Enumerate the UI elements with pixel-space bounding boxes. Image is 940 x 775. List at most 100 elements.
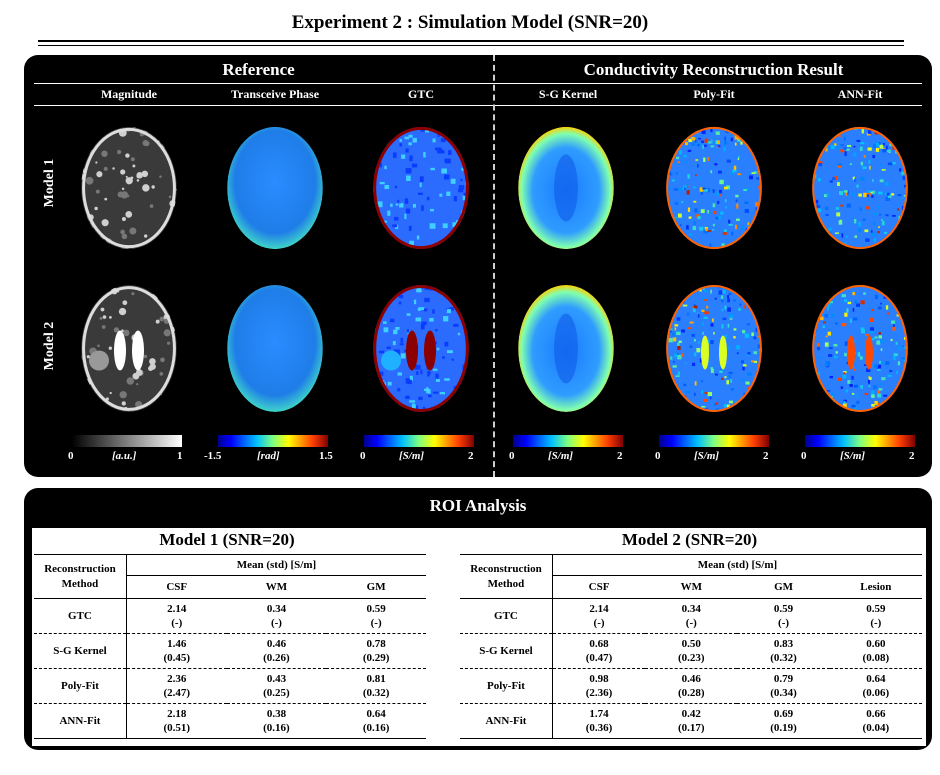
value-cell: 0.79 (0.34) [737,668,830,704]
method-cell: ANN-Fit [34,703,127,739]
std-value: (0.29) [362,652,390,664]
tissue-header: GM [737,575,830,599]
std-value: (0.16) [362,722,390,734]
value-cell: 0.38 (0.16) [226,703,327,739]
model1-table: Reconstruction Method Mean (std) [S/m] CSF W… [34,554,426,739]
mean-value: 0.59 [773,603,794,615]
table-row: ANN-Fit 2.18 (0.51) 0.38 (0.16) 0.64 (0.16) [34,703,426,739]
brain-magnitude-model-2 [81,285,177,412]
std-value: (0.45) [163,652,191,664]
mean-std-header: Mean (std) [S/m] [126,554,426,576]
header-rule-1 [34,83,922,84]
tissue-header: Lesion [829,575,922,599]
std-value: (0.32) [770,652,797,664]
mean-value: 0.68 [589,638,609,650]
brain-gtc-model-1 [373,126,469,250]
std-value: (2.47) [163,687,191,699]
mean-value: 0.42 [681,708,701,720]
mean-value: 0.69 [773,708,794,720]
std-value: (0.16) [263,722,290,734]
std-value: (0.08) [862,652,890,664]
value-cell: 1.74 (0.36) [552,703,646,739]
value-cell: 0.64 (0.16) [326,703,426,739]
mean-value: 2.14 [167,603,187,615]
tissue-header: CSF [126,575,227,599]
brain-phase-model-2 [227,285,323,412]
row-header: Reconstruction Method [34,554,127,599]
table-row: GTC 2.14 (-) 0.34 (-) 0.59 (-) 0.59 (-) [460,598,922,634]
mean-value: 2.18 [167,708,187,720]
value-cell: 0.46 (0.26) [226,633,327,669]
mean-value: 0.50 [681,638,701,650]
value-cell: 0.68 (0.47) [552,633,646,669]
mean-std-header: Mean (std) [S/m] [552,554,922,576]
colorbar-sg-kernel [513,435,623,447]
value-cell: 0.64 (0.06) [829,668,922,704]
table-row: S-G Kernel 0.68 (0.47) 0.50 (0.23) 0.83 (0.32)… [460,633,922,669]
std-value: (0.51) [163,722,191,734]
colorbar-ann-fit [805,435,915,447]
table-row: S-G Kernel 1.46 (0.45) 0.46 (0.26) 0.78 (0.29) [34,633,426,669]
mean-value: 0.34 [681,603,701,615]
brain-ann-fit-model-1 [812,126,908,250]
table-row: ANN-Fit 1.74 (0.36) 0.42 (0.17) 0.69 (0.19) 0.6… [460,703,922,739]
colorbar-poly-fit [659,435,769,447]
model-2-table-title: Model 2 (SNR=20) [621,530,758,549]
method-cell: ANN-Fit [460,703,553,739]
mean-value: 2.36 [167,673,187,685]
method-cell: Poly-Fit [460,668,553,704]
mean-value: 0.34 [266,603,287,615]
model2-table: Reconstruction Method Mean (std) [S/m] CSF W… [460,554,922,739]
panel-divider [493,55,495,477]
mean-value: 0.59 [866,603,886,615]
col-header-ann-fit: ANN-Fit [837,87,883,101]
cb-max-ann-fit: 2 [909,450,915,462]
method-cell: GTC [34,598,127,634]
value-cell: 0.83 (0.32) [737,633,830,669]
value-cell: 2.14 (-) [126,598,227,634]
tissue-header: GM [326,575,426,599]
std-value: (0.17) [678,722,705,734]
roi-tables: Model 1 (SNR=20) Model 2 (SNR=20) Recons… [32,528,926,746]
col-header-phase: Transceive Phase [230,87,320,101]
cb-max-gtc: 2 [468,450,474,462]
cb-unit-magnitude: [a.u.] [112,450,137,462]
std-value: (0.25) [263,687,290,699]
mean-value: 0.38 [266,708,287,720]
table-row: Poly-Fit 2.36 (2.47) 0.43 (0.25) 0.81 (0.32) [34,668,426,704]
brain-sg-kernel-model-2 [518,285,614,412]
cb-min-ann-fit: 0 [801,450,807,462]
roi-title: ROI Analysis [429,496,527,515]
value-cell: 2.18 (0.51) [126,703,227,739]
mean-value: 0.98 [589,673,609,685]
cb-unit-ann-fit: [S/m] [840,450,866,462]
brain-phase-model-1 [227,126,323,250]
std-value: (0.47) [585,652,613,664]
std-value: (0.36) [585,722,613,734]
std-value: (0.23) [678,652,705,664]
method-cell: S-G Kernel [34,633,127,669]
value-cell: 1.46 (0.45) [126,633,227,669]
value-cell: 2.36 (2.47) [126,668,227,704]
mean-value: 0.43 [266,673,287,685]
mean-value: 0.46 [266,638,287,650]
tissue-header: WM [645,575,738,599]
row-header-line-1: Reconstruction [470,562,542,575]
roi-panel: ROI Analysis Model 1 (SNR=20) Model 2 (S… [24,488,932,750]
brain-poly-fit-model-1 [666,126,762,250]
std-value: (0.26) [263,652,290,664]
mean-value: 2.14 [589,603,609,615]
brain-poly-fit-model-2 [666,285,762,412]
mean-value: 0.46 [681,673,701,685]
cb-min-gtc: 0 [360,450,366,462]
row-label-model-1: Model 1 [42,158,57,208]
figure-title: Experiment 2 : Simulation Model (SNR=20) [291,12,649,33]
cb-unit-gtc: [S/m] [399,450,425,462]
col-header-sg-kernel: S-G Kernel [538,87,598,101]
std-value: (0.04) [862,722,890,734]
brain-sg-kernel-model-1 [518,126,614,250]
mean-value: 0.59 [366,603,386,615]
value-cell: 0.34 (-) [645,598,738,634]
value-cell: 0.59 (-) [326,598,426,634]
row-label-model-2: Model 2 [42,321,57,371]
